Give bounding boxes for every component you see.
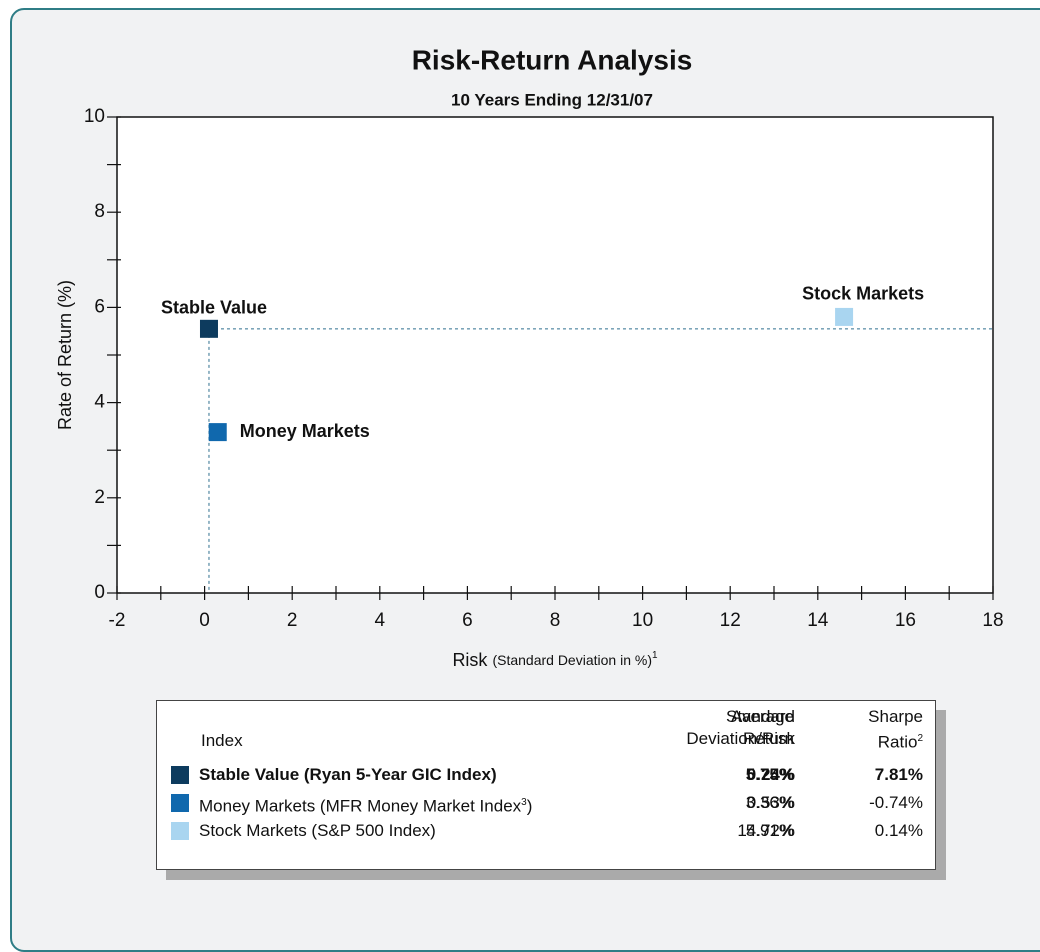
point-label: Stock Markets — [802, 284, 924, 304]
x-tick-label: 4 — [375, 610, 386, 631]
point — [835, 307, 854, 326]
row-name-end: ) — [526, 796, 533, 816]
x-tick-label: 18 — [982, 610, 1003, 631]
cell: 5.91% — [745, 821, 794, 840]
x-tick-label: 12 — [720, 610, 741, 631]
point-label: Stable Value — [161, 298, 267, 318]
row-name: Stock Markets (S&P 500 Index) — [199, 821, 436, 840]
x-axis-label-detail: (Standard Deviation in %) — [492, 652, 652, 668]
y-tick-label: 8 — [94, 201, 105, 222]
column-header: Average — [730, 707, 794, 726]
cell: 0.14% — [874, 821, 923, 840]
x-axis-label: Risk (Standard Deviation in %)1 — [452, 650, 658, 670]
y-axis-label: Rate of Return (%) — [55, 280, 75, 430]
x-tick-label: 8 — [550, 610, 561, 631]
plot-area — [116, 116, 994, 594]
column-header: Index — [201, 731, 243, 750]
x-tick-label: 14 — [807, 610, 829, 631]
y-tick-label: 0 — [94, 582, 105, 603]
data-table: Index Average Return Standard Deviation/Risk… — [156, 700, 936, 870]
y-tick-label: 10 — [84, 106, 105, 127]
point-label: Money Markets — [240, 421, 370, 441]
column-header: Deviation/Risk — [686, 729, 795, 748]
row-name: Money Markets (MFR Money Market Index3) — [199, 796, 533, 816]
chart: Risk-Return Analysis 10 Years Ending 12/… — [55, 44, 1004, 670]
swatch — [171, 766, 189, 784]
chart-title: Risk-Return Analysis — [412, 44, 693, 75]
x-tick-label: 6 — [462, 610, 473, 631]
cell: 0.53% — [746, 793, 795, 812]
y-tick-label: 4 — [94, 392, 105, 413]
cell: 3.36% — [745, 793, 794, 812]
y-tick-label: 6 — [94, 296, 105, 317]
x-tick-label: 10 — [632, 610, 653, 631]
cell: 7.81% — [874, 765, 923, 784]
column-header: Standard — [726, 707, 795, 726]
x-axis-label-note: 1 — [652, 650, 658, 661]
x-tick-label: 0 — [199, 610, 210, 631]
x-axis-label-text: Risk — [452, 650, 488, 670]
footnote: 2 — [917, 733, 923, 744]
cell: 0.24% — [746, 765, 795, 784]
x-tick-label: 2 — [287, 610, 298, 631]
swatch — [171, 822, 189, 840]
column-header: Sharpe — [868, 707, 923, 726]
row-name: Stable Value (Ryan 5-Year GIC Index) — [199, 765, 497, 784]
cell: -0.74% — [869, 793, 923, 812]
cell: 14.72% — [737, 821, 795, 840]
cell: 5.75% — [745, 765, 794, 784]
x-tick-label: 16 — [895, 610, 916, 631]
footnote: 3 — [521, 797, 527, 808]
page: Risk-Return Analysis 10 Years Ending 12/… — [10, 8, 1040, 952]
point — [208, 423, 227, 442]
column-header: Return — [742, 729, 794, 748]
column-header: Ratio2 — [877, 732, 923, 752]
swatch — [171, 794, 189, 812]
chart-subtitle: 10 Years Ending 12/31/07 — [451, 90, 653, 109]
point — [199, 319, 218, 338]
x-tick-label: -2 — [109, 610, 126, 631]
y-tick-label: 2 — [94, 487, 105, 508]
